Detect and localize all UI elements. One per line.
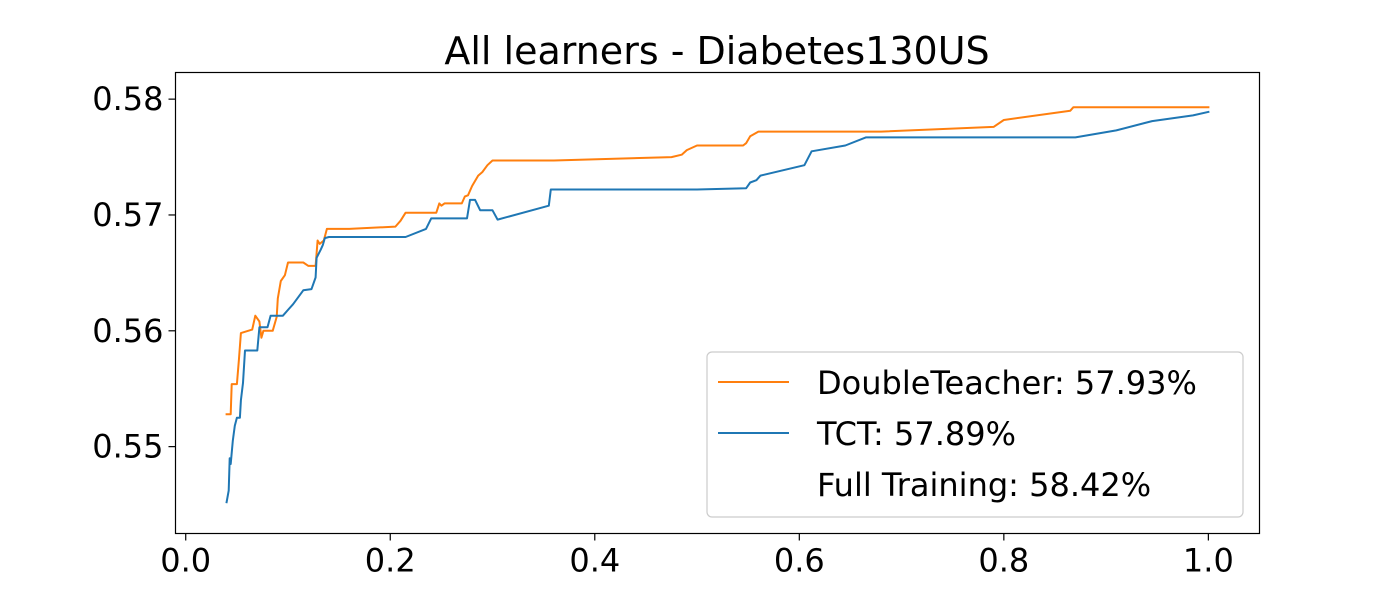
y-tick-label: 0.57 — [92, 196, 163, 234]
plot-lines — [225, 106, 1210, 504]
series-line-tct — [225, 110, 1210, 504]
legend-label: DoubleTeacher: 57.93% — [817, 364, 1197, 402]
x-tick-label: 0.6 — [774, 542, 825, 580]
x-tick-label: 0.0 — [160, 542, 211, 580]
y-axis: 0.55 0.56 0.57 0.58 — [92, 80, 176, 466]
x-tick-label: 1.0 — [1183, 542, 1234, 580]
legend: DoubleTeacher: 57.93% TCT: 57.89% Full Tra… — [706, 351, 1244, 518]
legend-label: Full Training: 58.42% — [817, 466, 1151, 504]
chart-title: All learners - Diabetes130US — [444, 29, 989, 73]
legend-label: TCT: 57.89% — [816, 415, 1016, 453]
y-tick-label: 0.58 — [92, 80, 163, 118]
legend-box — [706, 351, 1244, 518]
x-tick-label: 0.2 — [365, 542, 416, 580]
y-tick-label: 0.55 — [92, 428, 163, 466]
x-axis: 0.0 0.2 0.4 0.6 0.8 1.0 — [160, 533, 1234, 580]
series-line-doubleteacher — [225, 106, 1210, 416]
x-tick-label: 0.8 — [978, 542, 1029, 580]
plot-area-frame — [174, 71, 1261, 535]
y-tick-label: 0.56 — [92, 312, 163, 350]
x-tick-label: 0.4 — [569, 542, 620, 580]
